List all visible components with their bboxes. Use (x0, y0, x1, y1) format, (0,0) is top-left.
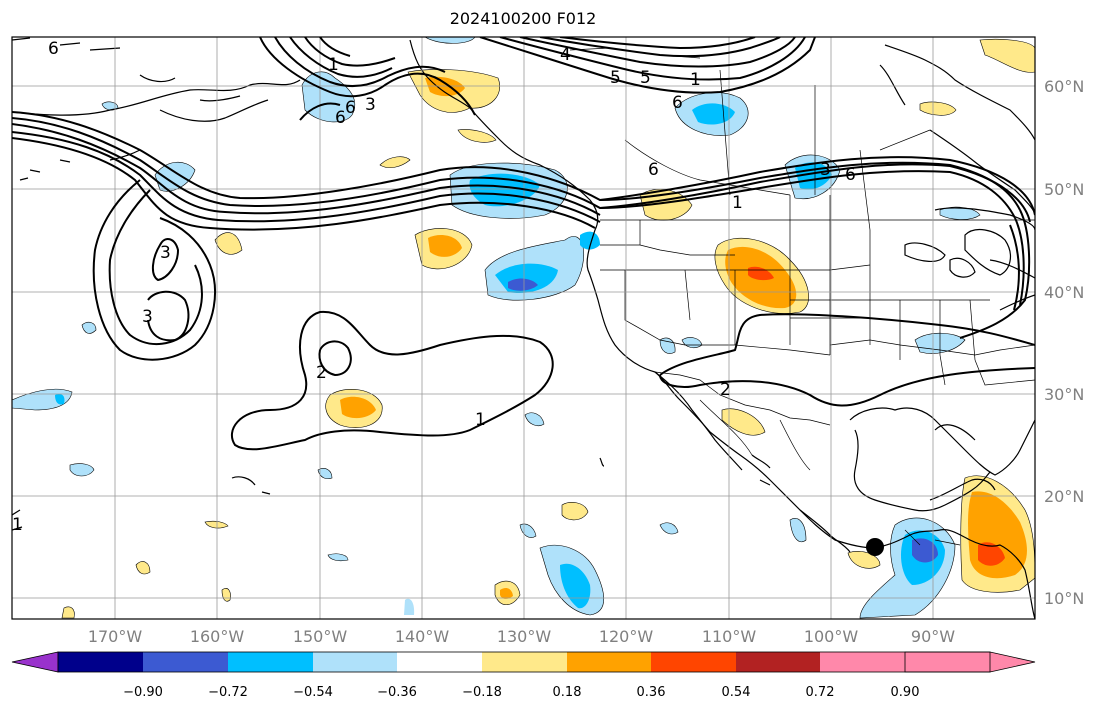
lon-label: 150°W (293, 627, 348, 646)
colorbar-swatch (228, 652, 313, 672)
contour-label: 6 (648, 160, 659, 180)
contour-label: 6 (672, 93, 683, 113)
longitude-labels: 170°W 160°W 150°W 140°W 130°W 120°W 110°… (88, 627, 955, 646)
lon-label: 100°W (804, 627, 859, 646)
colorbar-min-extension (11, 651, 59, 673)
contour-label: 3 (820, 160, 831, 180)
colorbar-swatch (820, 652, 905, 672)
colorbar-tick-label: −0.54 (293, 685, 333, 700)
colorbar-tick-label: 0.90 (891, 685, 920, 700)
colorbar-tick-label: 0.36 (637, 685, 666, 700)
colorbar-tick-label: −0.90 (123, 685, 163, 700)
colorbar-swatch (482, 652, 567, 672)
colorbar-swatch (58, 652, 143, 672)
contour-label: 1 (732, 193, 743, 213)
contour-label: 3 (142, 307, 153, 327)
lat-label: 10°N (1044, 589, 1084, 608)
lon-label: 140°W (395, 627, 450, 646)
colorbar-swatch (313, 652, 397, 672)
lon-label: 120°W (599, 627, 654, 646)
lon-label: 90°W (911, 627, 955, 646)
map-title: 2024100200 F012 (449, 9, 597, 28)
lat-label: 30°N (1044, 385, 1084, 404)
contour-label: 1 (12, 515, 23, 535)
lat-label: 60°N (1044, 77, 1084, 96)
contour-label: 6 (845, 165, 856, 185)
contour-labels: 6 6 1 3 6 4 5 5 6 1 6 3 3 3 1 2 2 1 6 1 (12, 39, 856, 535)
lat-label: 20°N (1044, 487, 1084, 506)
colorbar: −0.90 −0.72 −0.54 −0.36 −0.18 0.18 0.36 … (11, 651, 1036, 700)
contour-label: 5 (640, 68, 651, 88)
colorbar-tick-label: 0.18 (553, 685, 582, 700)
contour-label: 2 (720, 380, 731, 400)
contour-label: 6 (335, 108, 346, 128)
lon-label: 170°W (88, 627, 143, 646)
colorbar-max-extension (904, 651, 1036, 673)
contour-label: 3 (365, 95, 376, 115)
contour-label: 4 (560, 45, 571, 65)
colorbar-tick-label: −0.72 (208, 685, 248, 700)
colorbar-tick-label: 0.54 (722, 685, 751, 700)
map-area (12, 37, 1035, 619)
colorbar-tick-label: −0.36 (377, 685, 417, 700)
contour-label: 3 (160, 243, 171, 263)
contour-label: 1 (475, 410, 486, 430)
colorbar-swatch (397, 652, 482, 672)
lat-label: 40°N (1044, 283, 1084, 302)
map-frame (11, 36, 1036, 620)
colorbar-swatch (736, 652, 820, 672)
contour-label: 6 (345, 98, 356, 118)
coastlines (12, 37, 1035, 619)
contour-lines (12, 37, 1035, 556)
contour-label: 2 (316, 363, 327, 383)
lat-label: 50°N (1044, 180, 1084, 199)
colorbar-swatch (567, 652, 651, 672)
political-borders (569, 47, 1035, 546)
colorbar-tick-label: −0.18 (462, 685, 502, 700)
colorbar-swatch (651, 652, 736, 672)
graticule (12, 37, 1035, 619)
contour-label: 6 (48, 39, 59, 59)
latitude-labels: 60°N 50°N 40°N 30°N 20°N 10°N (1044, 77, 1084, 608)
colorbar-tick-label: 0.72 (806, 685, 835, 700)
lon-label: 130°W (497, 627, 552, 646)
lon-label: 110°W (702, 627, 757, 646)
contour-label: 1 (690, 70, 701, 90)
contour-label: 1 (328, 55, 339, 75)
colorbar-swatch (143, 652, 228, 672)
colorbar-ticks: −0.90 −0.72 −0.54 −0.36 −0.18 0.18 0.36 … (123, 685, 919, 700)
contour-label: 5 (610, 68, 621, 88)
lon-label: 160°W (190, 627, 245, 646)
